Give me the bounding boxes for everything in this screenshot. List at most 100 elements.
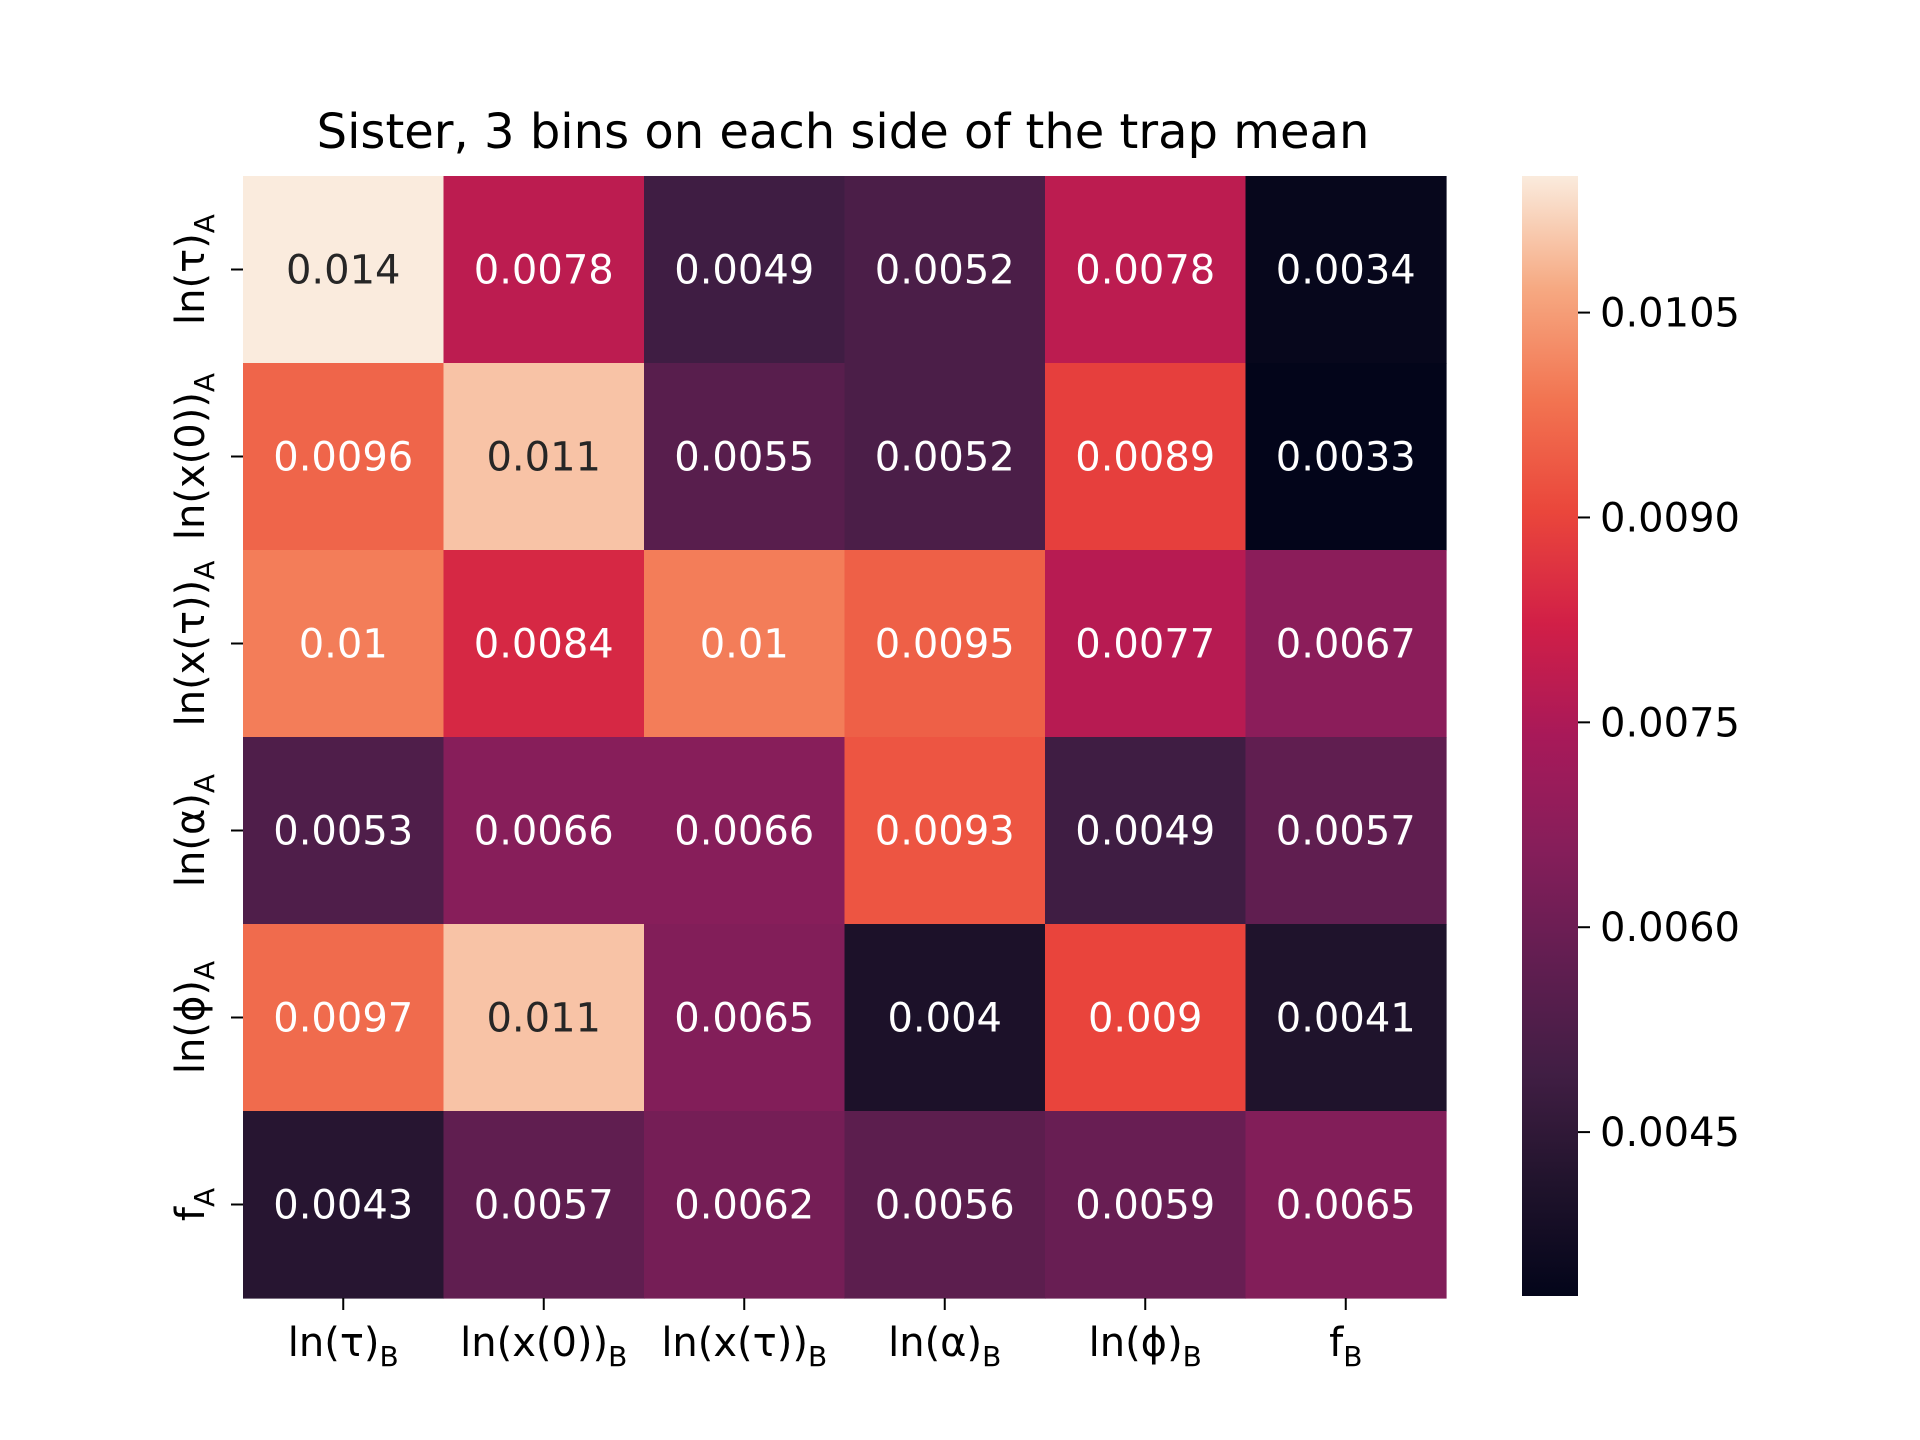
- cell-value-r4-c1: 0.011: [486, 996, 601, 1042]
- cell-value-r2-c5: 0.0067: [1276, 622, 1416, 668]
- x-tick-label-2: ln(x(τ))B: [661, 1320, 827, 1373]
- y-tick-label-3-subscript: A: [188, 774, 221, 793]
- y-tick-label-0: ln(τ)A: [168, 214, 221, 325]
- heatmap-cell-r1-c2: [644, 363, 846, 551]
- y-tick-label-4: ln(ϕ)A: [168, 961, 221, 1074]
- heatmap-cell-r0-c2: [644, 176, 846, 364]
- cell-value-r3-c5: 0.0057: [1276, 809, 1416, 855]
- colorbar: [1522, 176, 1578, 1296]
- cell-value-r3-c2: 0.0066: [674, 809, 814, 855]
- cell-value-r4-c0: 0.0097: [273, 996, 413, 1042]
- x-tick-label-5: fB: [1329, 1320, 1362, 1373]
- y-tick-label-2-subscript: A: [188, 561, 221, 580]
- y-tick-label-3-base: ln(α): [168, 793, 214, 887]
- heatmap-cell-r3-c0: [243, 737, 445, 925]
- heatmap-cell-r2-c1: [443, 550, 645, 738]
- x-tick-label-3-subscript: B: [982, 1340, 1001, 1373]
- heatmap-cell-r5-c2: [644, 1111, 846, 1299]
- cell-value-r0-c0: 0.014: [286, 248, 401, 294]
- cell-value-r0-c1: 0.0078: [474, 248, 614, 294]
- cell-value-r5-c0: 0.0043: [273, 1183, 413, 1229]
- heatmap-cell-r0-c5: [1245, 176, 1447, 364]
- heatmap-cell-r4-c1: [443, 924, 645, 1112]
- heatmap-cell-r5-c3: [844, 1111, 1046, 1299]
- cell-value-r0-c3: 0.0052: [875, 248, 1015, 294]
- cell-value-r5-c5: 0.0065: [1276, 1183, 1416, 1229]
- heatmap-cell-r4-c3: [844, 924, 1046, 1112]
- x-tick-label-1: ln(x(0))B: [460, 1320, 627, 1373]
- cell-value-r3-c0: 0.0053: [273, 809, 413, 855]
- colorbar-tick-label-3: 0.0090: [1600, 495, 1740, 541]
- cell-value-r3-c4: 0.0049: [1075, 809, 1215, 855]
- colorbar-tick-label-2: 0.0075: [1600, 700, 1740, 746]
- x-tick-label-3-base: ln(α): [888, 1320, 982, 1366]
- cell-value-r0-c2: 0.0049: [674, 248, 814, 294]
- heatmap-cell-r5-c4: [1045, 1111, 1247, 1299]
- heatmap-cell-r4-c2: [644, 924, 846, 1112]
- cell-value-r1-c5: 0.0033: [1276, 435, 1416, 481]
- heatmap-cell-r3-c2: [644, 737, 846, 925]
- y-tick-label-5-base: f: [168, 1206, 214, 1221]
- heatmap-cell-r2-c5: [1245, 550, 1447, 738]
- chart-title: Sister, 3 bins on each side of the trap …: [317, 104, 1370, 160]
- x-tick-label-2-base: ln(x(τ)): [661, 1320, 808, 1366]
- colorbar-ticks: 0.0045 0.0060 0.0075 0.0090 0.0105: [1578, 291, 1740, 1156]
- cell-value-r0-c5: 0.0034: [1276, 248, 1416, 294]
- colorbar-tick-label-4: 0.0105: [1600, 291, 1740, 337]
- cell-value-r5-c2: 0.0062: [674, 1183, 814, 1229]
- cell-value-r1-c0: 0.0096: [273, 435, 413, 481]
- heatmap-cell-r5-c0: [243, 1111, 445, 1299]
- heatmap-cell-r0-c3: [844, 176, 1046, 364]
- cell-value-r3-c3: 0.0093: [875, 809, 1015, 855]
- x-tick-label-4: ln(ϕ)B: [1089, 1320, 1202, 1373]
- y-axis-ticks: ln(τ)Aln(x(0))Aln(x(τ))Aln(α)Aln(ϕ)AfA: [168, 214, 243, 1221]
- y-tick-label-5: fA: [168, 1188, 221, 1221]
- heatmap-cell-r2-c0: [243, 550, 445, 738]
- heatmap-cell-r2-c4: [1045, 550, 1247, 738]
- heatmap-cell-r1-c0: [243, 363, 445, 551]
- heatmap-cell-r3-c4: [1045, 737, 1247, 925]
- heatmap-cell-r5-c5: [1245, 1111, 1447, 1299]
- y-tick-label-0-subscript: A: [188, 214, 221, 233]
- heatmap-cell-r4-c5: [1245, 924, 1447, 1112]
- cell-value-r2-c2: 0.01: [700, 622, 789, 668]
- heatmap-cell-r2-c2: [644, 550, 846, 738]
- y-tick-label-4-subscript: A: [188, 961, 221, 980]
- heatmap-cell-r0-c4: [1045, 176, 1247, 364]
- y-tick-label-2: ln(x(τ))A: [168, 561, 221, 727]
- y-tick-label-5-subscript: A: [188, 1188, 221, 1207]
- x-tick-label-1-subscript: B: [608, 1340, 627, 1373]
- heatmap-cell-r4-c4: [1045, 924, 1247, 1112]
- cell-value-r5-c3: 0.0056: [875, 1183, 1015, 1229]
- heatmap-cell-r0-c1: [443, 176, 645, 364]
- cell-value-r4-c4: 0.009: [1088, 996, 1203, 1042]
- x-tick-label-2-subscript: B: [808, 1340, 827, 1373]
- heatmap-cell-r1-c5: [1245, 363, 1447, 551]
- y-tick-label-1-base: ln(x(0)): [168, 392, 214, 540]
- x-tick-label-0: ln(τ)B: [288, 1320, 399, 1373]
- x-tick-label-0-subscript: B: [380, 1340, 399, 1373]
- y-tick-label-4-base: ln(ϕ): [168, 980, 214, 1074]
- x-axis-ticks: ln(τ)B ln(x(0))B ln(x(τ))B ln(α)B ln(ϕ)B fB: [288, 1298, 1362, 1373]
- colorbar-tick-label-1: 0.0060: [1600, 905, 1740, 951]
- x-tick-label-5-subscript: B: [1343, 1340, 1362, 1373]
- x-tick-label-3: ln(α)B: [888, 1320, 1001, 1373]
- cell-value-r4-c3: 0.004: [887, 996, 1002, 1042]
- y-tick-label-1-subscript: A: [188, 373, 221, 392]
- cell-value-r1-c1: 0.011: [486, 435, 601, 481]
- heatmap-cells: 0.014 0.0078 0.0049 0.0052 0.0078 0.0034 0.009…: [243, 176, 1447, 1299]
- y-tick-label-0-base: ln(τ): [168, 233, 214, 325]
- cell-value-r2-c0: 0.01: [299, 622, 388, 668]
- x-tick-label-5-base: f: [1329, 1320, 1344, 1366]
- cell-value-r4-c2: 0.0065: [674, 996, 814, 1042]
- y-tick-label-3: ln(α)A: [168, 774, 221, 887]
- heatmap-cell-r1-c1: [443, 363, 645, 551]
- cell-value-r5-c1: 0.0057: [474, 1183, 614, 1229]
- heatmap-cell-r1-c4: [1045, 363, 1247, 551]
- heatmap-cell-r5-c1: [443, 1111, 645, 1299]
- heatmap-cell-r4-c0: [243, 924, 445, 1112]
- x-tick-label-4-subscript: B: [1183, 1340, 1202, 1373]
- cell-value-r1-c2: 0.0055: [674, 435, 814, 481]
- heatmap-cell-r3-c3: [844, 737, 1046, 925]
